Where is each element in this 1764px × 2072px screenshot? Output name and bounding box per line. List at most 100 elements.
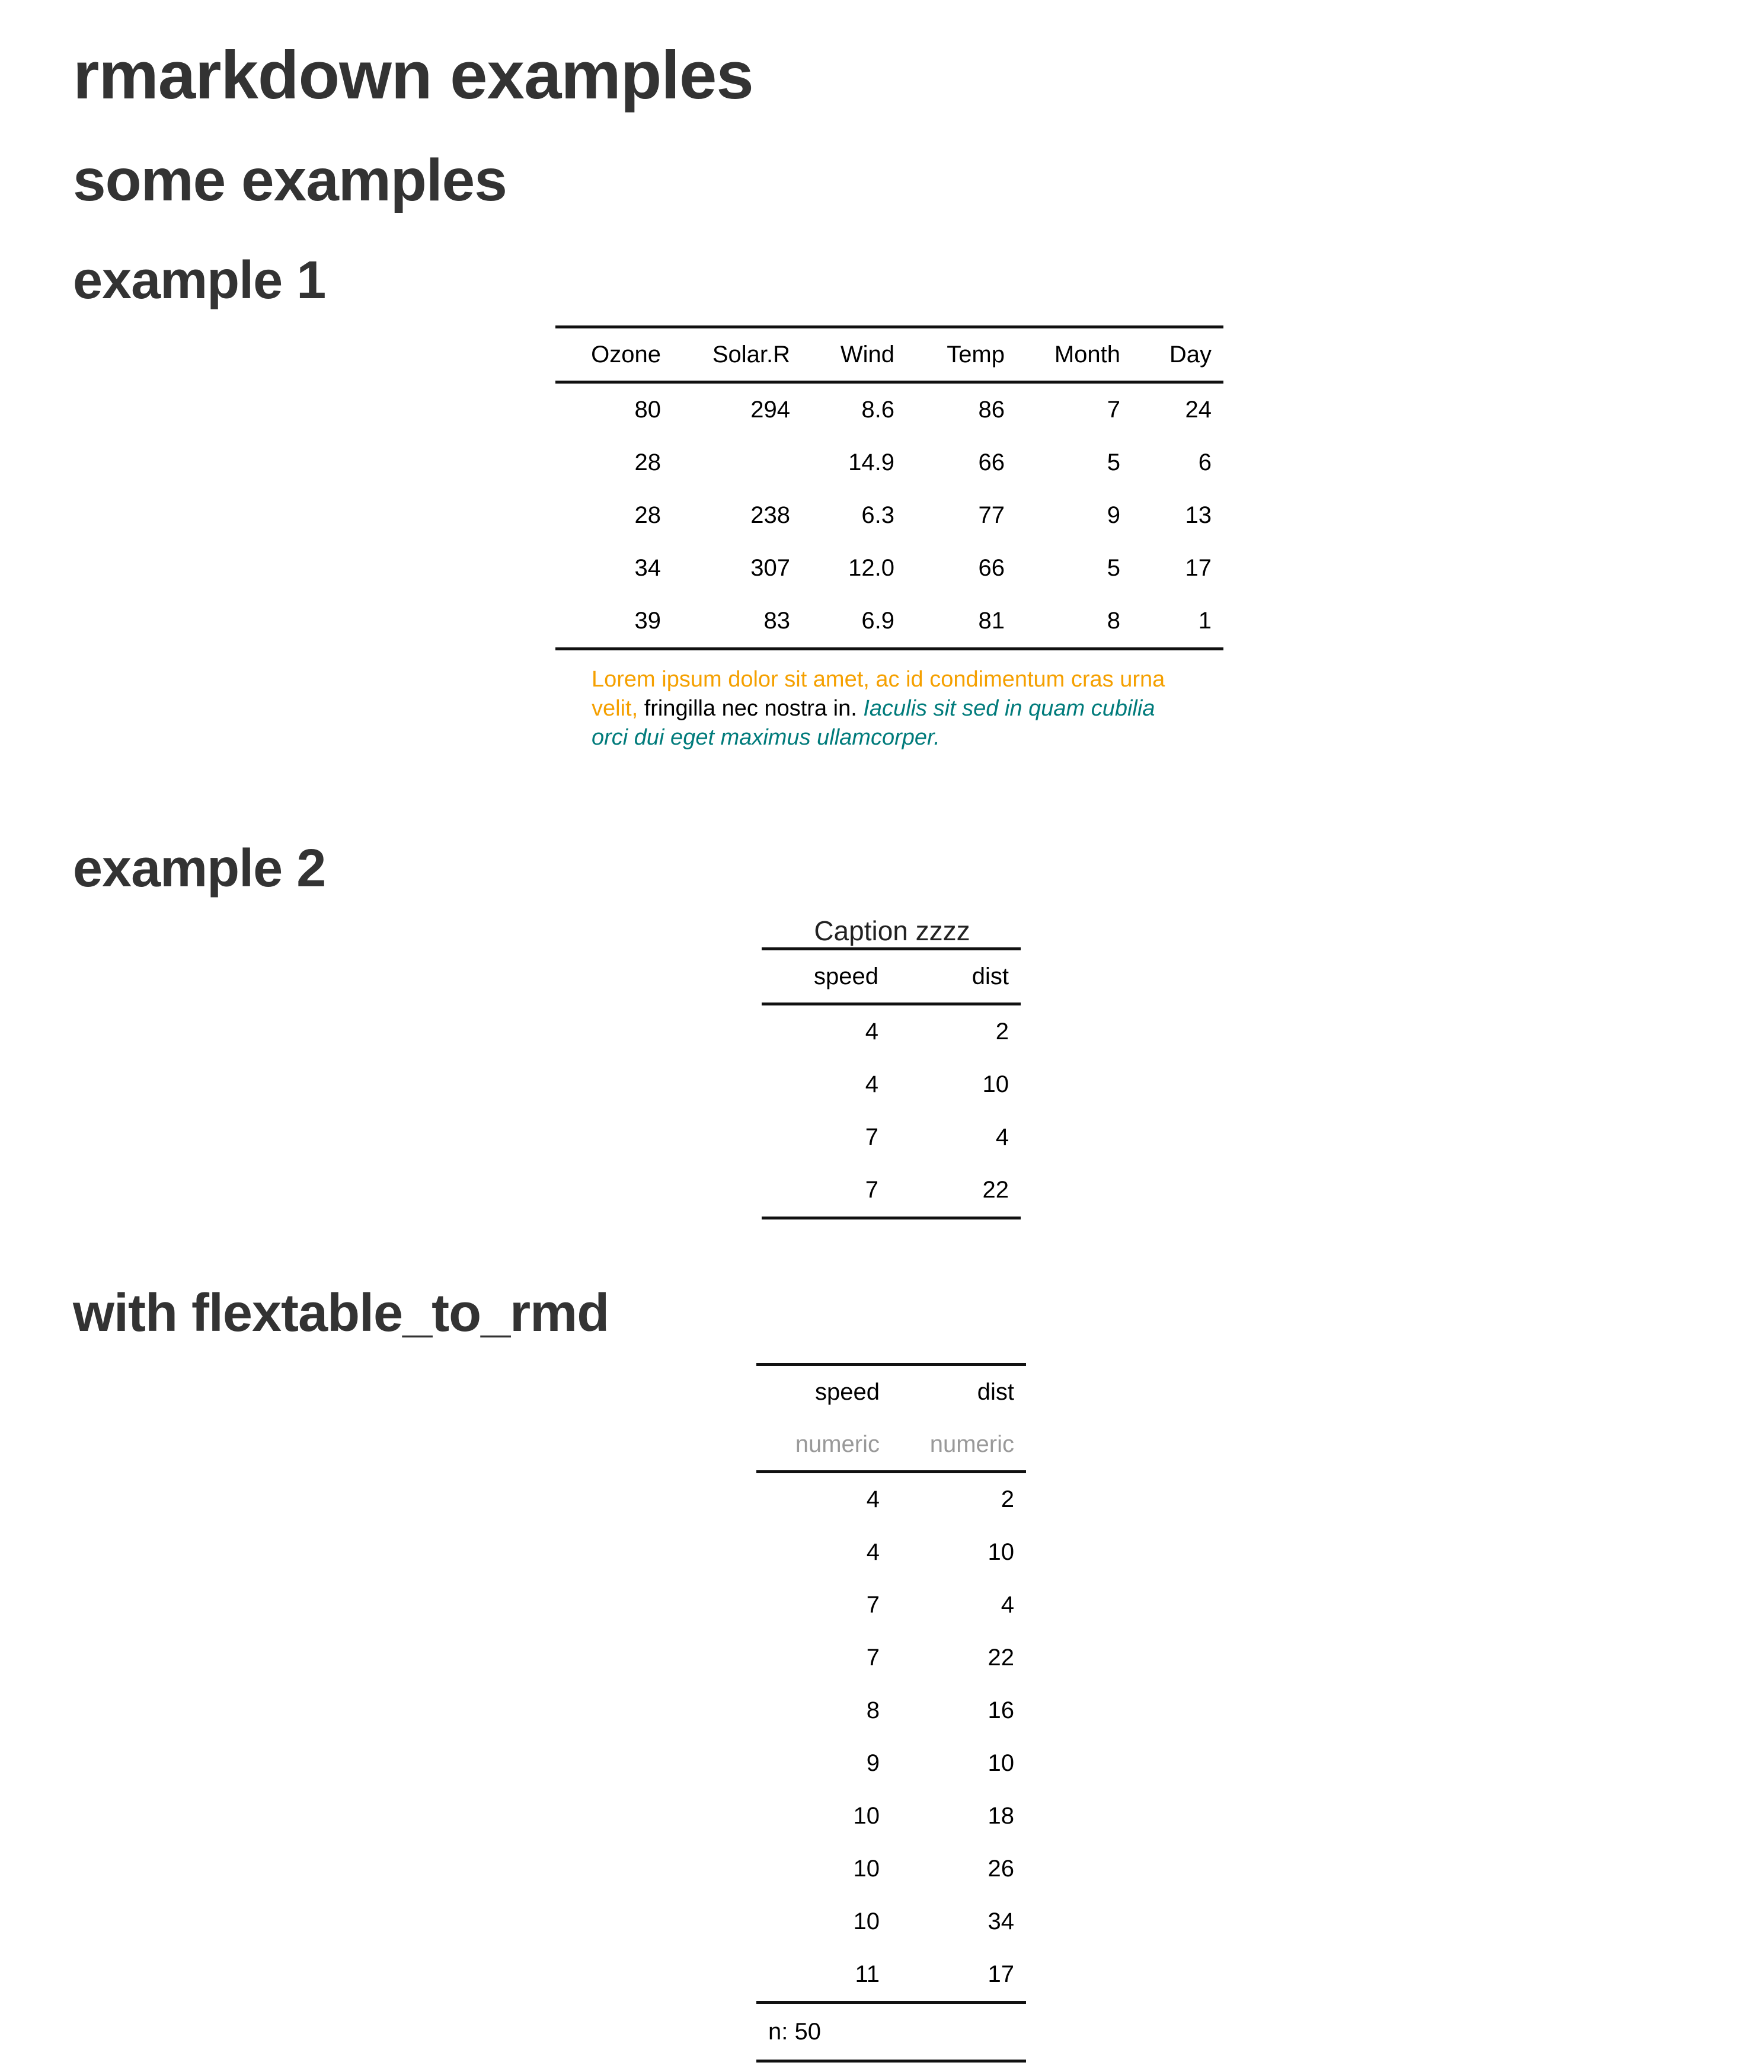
column-header: dist — [977, 1378, 1014, 1405]
table-cell: 7 — [1107, 397, 1120, 423]
flextable-heading: with flextable_to_rmd — [73, 1284, 609, 1343]
column-header: Temp — [947, 341, 1005, 368]
column-header: dist — [972, 963, 1009, 989]
table-cell: 4 — [865, 1019, 878, 1045]
table-footer-row: n: 50 — [756, 2003, 1026, 2061]
column-header: speed — [814, 963, 878, 989]
table-cell: 307 — [750, 555, 790, 581]
table-cell: 2 — [1001, 1486, 1014, 1512]
footnote-teal-text: Iaculis sit sed in quam cubilia orci dui… — [592, 696, 1155, 750]
table-row: 7 4 — [762, 1111, 1021, 1164]
table-cell: 8 — [1107, 608, 1120, 634]
table-cell: 83 — [763, 608, 791, 634]
table-row: 10 26 — [756, 1843, 1026, 1895]
table-cell: 4 — [866, 1486, 880, 1512]
table-cell: 11 — [855, 1961, 880, 1987]
table-cell: 9 — [866, 1750, 880, 1776]
section-heading: some examples — [73, 147, 507, 213]
table-cell: 77 — [978, 502, 1005, 528]
footnote-plain-text: fringilla nec nostra in. — [638, 696, 864, 721]
column-header: Day — [1169, 341, 1212, 368]
column-header: Solar.R — [712, 341, 790, 368]
table-row: 7 4 — [756, 1579, 1026, 1632]
table-cell: 10 — [853, 1908, 880, 1934]
table-cell: 80 — [634, 397, 662, 423]
table-cell: 5 — [1107, 449, 1120, 475]
table-cell: 10 — [982, 1071, 1009, 1097]
table-cell: 28 — [634, 449, 662, 475]
table-cell: 10 — [988, 1539, 1015, 1565]
table-row: 11 17 — [756, 1948, 1026, 2003]
table-cell: 18 — [988, 1803, 1015, 1829]
column-type-label: numeric — [795, 1431, 880, 1457]
table-cell: 24 — [1185, 397, 1212, 423]
column-header: speed — [815, 1378, 880, 1405]
table-cell: 22 — [982, 1177, 1009, 1203]
table-cell: 4 — [865, 1071, 878, 1097]
table-cell: 34 — [634, 555, 662, 581]
table-cell: 22 — [988, 1645, 1015, 1671]
table-cell: 17 — [1185, 555, 1212, 581]
column-header: Wind — [840, 341, 894, 368]
table-row: 28 238 6.3 77 9 13 — [555, 489, 1223, 542]
table-cell: 17 — [988, 1961, 1015, 1987]
table-cell: 14.9 — [848, 449, 894, 475]
table-row: 28 14.9 66 5 6 — [555, 436, 1223, 489]
table-cell: 1 — [1198, 608, 1212, 634]
table-cell: 6 — [1198, 449, 1212, 475]
table-cell: 4 — [866, 1539, 880, 1565]
table-cell: 34 — [988, 1908, 1015, 1934]
table-cell: 4 — [1001, 1592, 1014, 1618]
page-title: rmarkdown examples — [73, 38, 754, 113]
table-row: 80 294 8.6 86 7 24 — [555, 382, 1223, 437]
table-type-row: numeric numeric — [756, 1418, 1026, 1472]
table-cell: 39 — [634, 608, 662, 634]
table-cell: 238 — [750, 502, 790, 528]
table-cell: 2 — [995, 1019, 1009, 1045]
column-header: Ozone — [591, 341, 661, 368]
table-row: 39 83 6.9 81 8 1 — [555, 595, 1223, 649]
table-row: 9 10 — [756, 1737, 1026, 1790]
table-caption: Caption zzzz — [814, 915, 970, 946]
table-row: 4 2 — [756, 1472, 1026, 1527]
table-cell: 81 — [978, 608, 1005, 634]
example2-heading: example 2 — [73, 839, 326, 898]
table-cell: 9 — [1107, 502, 1120, 528]
table-footnote: Lorem ipsum dolor sit amet, ac id condim… — [592, 665, 1190, 752]
airquality-table: Ozone Solar.R Wind Temp Month Day 80 294… — [555, 325, 1223, 650]
table-footer-text: n: 50 — [768, 2018, 821, 2045]
table-cell: 26 — [988, 1856, 1015, 1882]
table-row: 10 34 — [756, 1895, 1026, 1948]
table-cell: 7 — [865, 1177, 878, 1203]
table-cell: 7 — [865, 1124, 878, 1150]
table-cell: 7 — [866, 1645, 880, 1671]
cars-table: speed dist 4 2 4 10 7 4 7 22 — [762, 947, 1021, 1219]
table-cell: 10 — [853, 1856, 880, 1882]
table-row: 4 2 — [762, 1004, 1021, 1059]
table-row: 34 307 12.0 66 5 17 — [555, 542, 1223, 595]
column-type-label: numeric — [929, 1431, 1014, 1457]
table-cell: 28 — [634, 502, 662, 528]
table-row: 8 16 — [756, 1684, 1026, 1737]
table-row: 4 10 — [762, 1058, 1021, 1111]
table-cell: 8.6 — [861, 397, 894, 423]
table-row: 10 18 — [756, 1790, 1026, 1843]
cars-flextable: speed dist numeric numeric 4 2 4 10 7 4 — [756, 1363, 1026, 2063]
column-header: Month — [1054, 341, 1120, 368]
footnote-orange-text: Lorem ipsum dolor sit amet, ac id condim… — [592, 667, 1165, 721]
table-row: 7 22 — [756, 1632, 1026, 1684]
table-cell: 13 — [1185, 502, 1212, 528]
example1-heading: example 1 — [73, 251, 326, 310]
table-cell: 10 — [988, 1750, 1015, 1776]
table-header-row: Ozone Solar.R Wind Temp Month Day — [555, 327, 1223, 382]
table-row: 7 22 — [762, 1164, 1021, 1218]
table-cell: 86 — [978, 397, 1005, 423]
table-cell: 4 — [995, 1124, 1009, 1150]
table-cell: 5 — [1107, 555, 1120, 581]
table-header-row: speed dist — [756, 1364, 1026, 1419]
table-row: 4 10 — [756, 1526, 1026, 1579]
table-cell: 6.3 — [861, 502, 894, 528]
table-cell: 66 — [978, 555, 1005, 581]
table-cell: 8 — [866, 1697, 880, 1723]
